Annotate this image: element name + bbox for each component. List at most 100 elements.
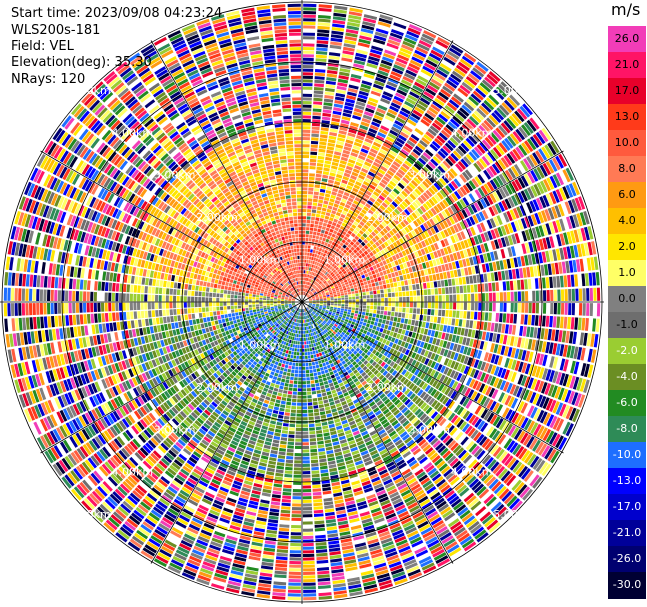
gate-cell [309,162,317,166]
gate-cell [479,254,485,264]
gate-cell [277,145,286,150]
gate-cell [359,279,363,283]
gate-cell [373,294,377,298]
gate-cell [330,284,334,288]
gate-cell [275,200,281,205]
gate-cell [297,270,299,274]
gate-cell [305,266,308,270]
gate-cell [283,210,288,214]
gate-cell [266,165,274,170]
gate-cell [417,234,424,242]
gate-cell [558,187,567,201]
gate-cell [332,206,338,212]
gate-cell [101,302,105,312]
gate-cell [333,203,339,208]
gate-cell [367,262,372,268]
gate-cell [282,240,286,244]
gate-cell [288,238,293,243]
gate-cell [212,302,216,307]
gate-cell [272,7,286,12]
gate-cell [558,153,568,167]
gate-cell [213,288,217,293]
gate-cell [224,285,228,290]
gate-cell [331,233,336,238]
gate-cell [450,270,455,278]
gate-cell [274,29,287,34]
gate-cell [320,229,325,234]
gate-cell [325,87,335,93]
gate-cell [508,269,513,280]
gate-cell [509,280,514,291]
gate-cell [173,295,177,302]
gate-cell [296,266,299,270]
gate-cell [587,225,594,240]
gate-cell [507,196,515,208]
gate-cell [339,279,344,283]
gate-cell [259,299,263,302]
gate-cell [238,288,243,293]
gate-cell [375,263,381,269]
gate-cell [160,272,165,280]
gate-cell [307,248,311,253]
gate-cell [129,302,133,311]
gate-cell [449,253,455,262]
gate-cell [480,233,487,243]
gate-cell [430,227,436,235]
gate-cell [346,286,351,290]
gate-cell [251,283,255,287]
gate-cell [559,170,568,184]
gate-cell [488,282,492,292]
gate-cell [227,298,231,302]
gate-cell [311,130,320,134]
gate-cell [467,293,471,302]
gate-cell [299,255,302,259]
gate-cell [29,288,33,301]
gate-cell [539,164,548,177]
gate-cell [575,259,581,272]
gate-cell [166,288,170,295]
gate-cell [407,232,414,239]
gate-cell [446,271,451,279]
gate-cell [526,202,533,214]
gate-cell [397,281,401,287]
gate-cell [493,250,499,261]
gate-cell [463,294,467,302]
gate-cell [286,151,294,156]
gate-cell [411,237,417,245]
gate-cell [467,205,475,215]
gate-cell [158,295,162,302]
gate-cell [341,283,346,287]
gate-cell [11,287,15,301]
gate-cell [292,256,296,260]
gate-cell [145,277,150,286]
gate-cell [426,229,433,237]
gate-cell [248,293,253,297]
gate-cell [433,242,440,250]
gate-cell [239,285,243,290]
gate-cell [282,206,287,211]
gate-cell [392,248,398,255]
gate-cell [169,309,174,316]
gate-cell [552,249,558,262]
gate-cell [568,260,574,273]
gate-cell [287,162,295,166]
gate-cell [388,256,394,263]
gate-cell [303,47,315,51]
gate-cell [326,223,332,228]
gate-cell [552,220,559,233]
gate-cell [369,266,374,271]
gate-cell [209,302,213,307]
gate-cell [139,268,144,277]
gate-cell [394,260,399,266]
gate-cell [198,307,202,313]
gate-cell [286,144,294,148]
gate-cell [288,235,292,239]
gate-cell [307,194,313,199]
gate-cell [557,203,565,217]
gate-cell [286,253,290,258]
gate-cell [502,212,510,223]
gate-cell [234,305,238,309]
gate-cell [291,90,302,94]
gate-cell [315,51,328,55]
gate-cell [302,227,306,231]
